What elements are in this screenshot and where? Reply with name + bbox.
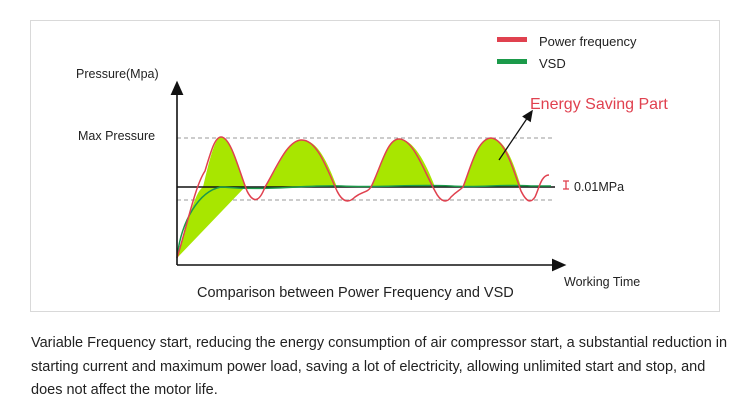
saving-region-2 xyxy=(265,139,337,187)
comparison-diagram-panel: Power frequency VSD Pressure(Mpa) Max Pr… xyxy=(30,20,720,312)
energy-saving-regions xyxy=(177,137,521,258)
saving-region-1 xyxy=(177,137,245,258)
legend-swatch-vsd xyxy=(497,59,527,64)
description-paragraph: Variable Frequency start, reducing the e… xyxy=(31,335,728,398)
tolerance-marker xyxy=(563,180,569,190)
vsd-curve xyxy=(176,184,551,259)
saving-region-4 xyxy=(463,138,521,187)
legend-label-power-frequency: Power frequency xyxy=(539,34,637,49)
max-pressure-label: Max Pressure xyxy=(78,129,155,143)
legend-label-vsd: VSD xyxy=(539,56,566,71)
legend-swatch-power-frequency xyxy=(497,37,527,42)
annotation-arrow xyxy=(498,109,533,161)
x-axis-label: Working Time xyxy=(564,275,640,289)
tolerance-label: 0.01MPa xyxy=(574,180,624,194)
pressure-diagram: Power frequency VSD Pressure(Mpa) Max Pr… xyxy=(76,34,668,301)
power-frequency-curve xyxy=(176,136,550,259)
diagram-caption: Comparison between Power Frequency and V… xyxy=(197,285,514,301)
y-axis-label: Pressure(Mpa) xyxy=(76,67,159,81)
energy-saving-annotation: Energy Saving Part xyxy=(530,96,668,113)
